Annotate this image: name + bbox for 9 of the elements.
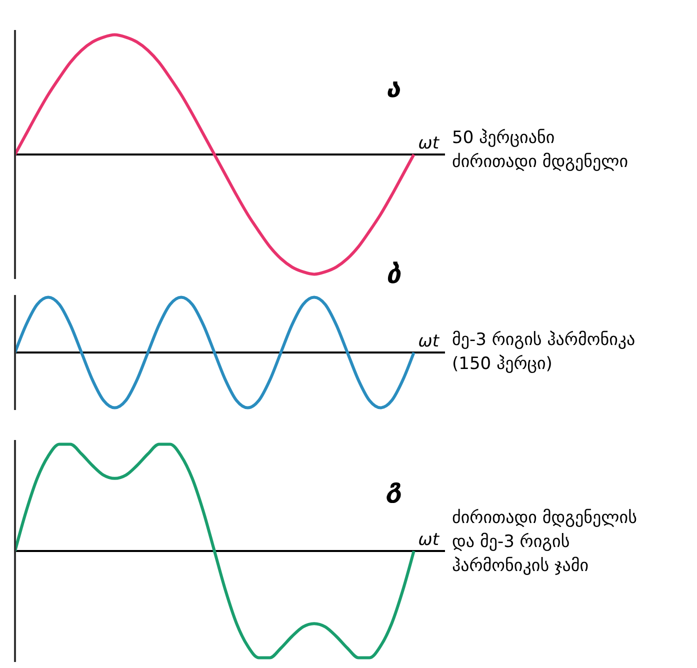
text: 50 ჰერციანი ძირითადი მდგენელი bbox=[452, 127, 630, 174]
chart-title: ბ bbox=[386, 260, 401, 290]
x-axis-title: ωt bbox=[418, 530, 440, 550]
x-axis-title: ωt bbox=[418, 332, 440, 352]
x-axis-title: ωt bbox=[418, 134, 440, 154]
text: ძირითადი მდგენელის და მე-3 რიგის ჰარმონიკის ჯამი bbox=[452, 507, 638, 578]
text: გ bbox=[386, 474, 402, 504]
text: მე-3 რიგის ჰარმონიკა (150 ჰერცი) bbox=[452, 329, 636, 376]
text: ა bbox=[386, 74, 400, 104]
